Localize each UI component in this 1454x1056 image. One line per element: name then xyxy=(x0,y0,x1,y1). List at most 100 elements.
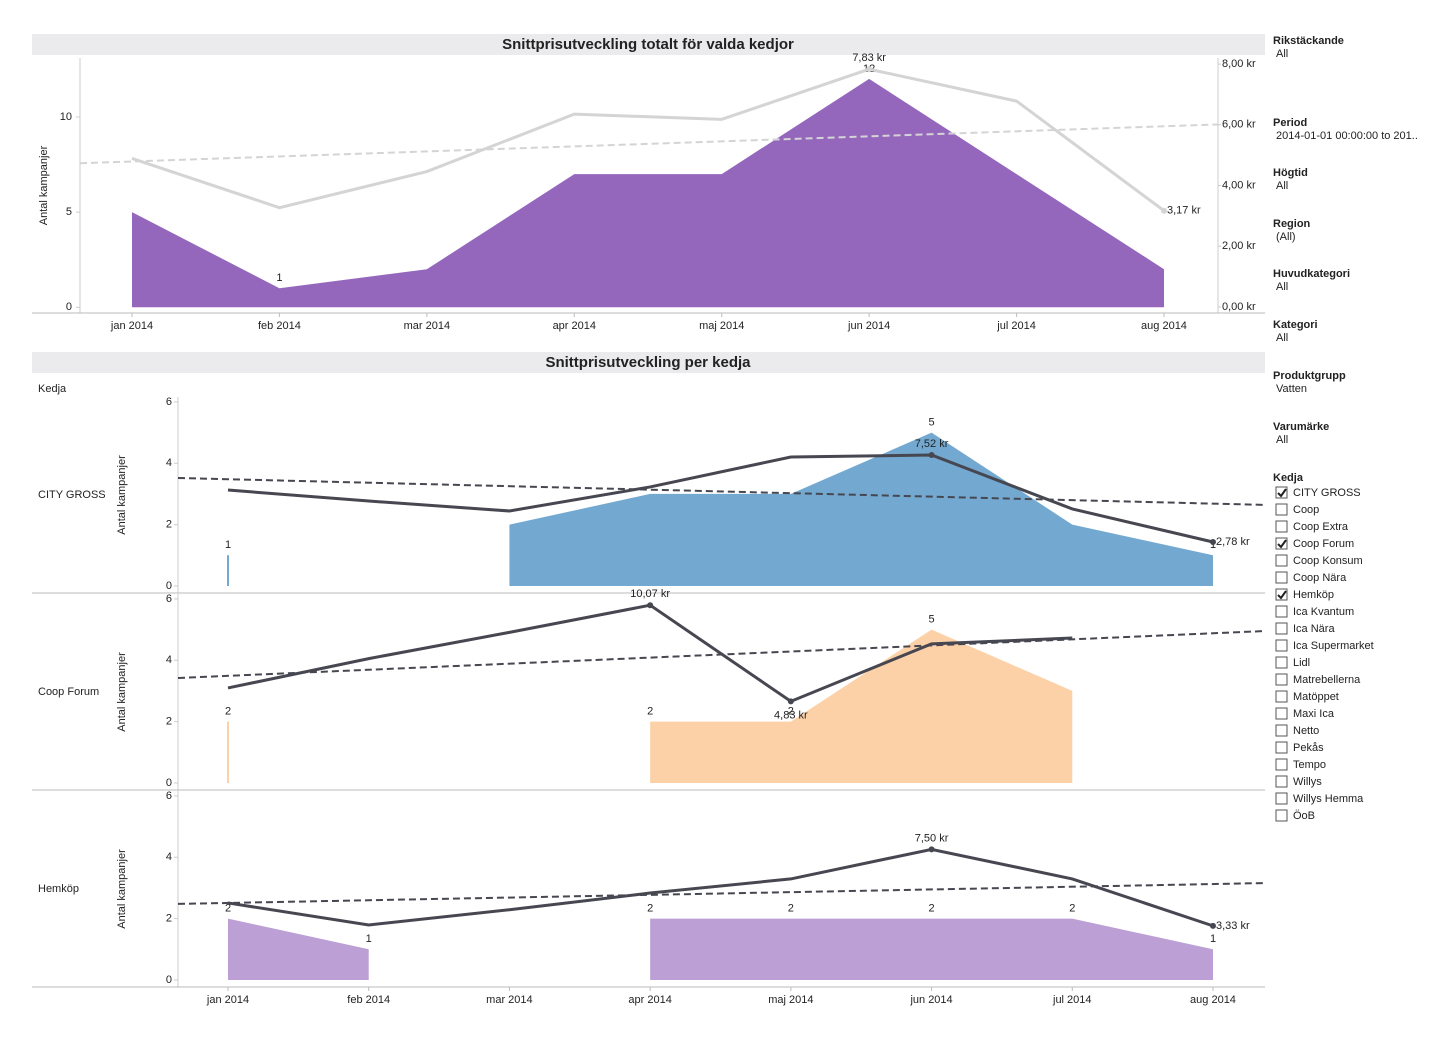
x-tick-label: maj 2014 xyxy=(768,994,813,1006)
y-axis-label: Antal kampanjer xyxy=(38,145,50,225)
checkbox-label[interactable]: Coop Forum xyxy=(1293,538,1354,550)
price-dot xyxy=(928,451,935,458)
checkbox[interactable] xyxy=(1275,503,1288,516)
area-label: 2 xyxy=(225,706,231,718)
checkbox[interactable] xyxy=(1275,520,1288,533)
checkbox-label[interactable]: Tempo xyxy=(1293,759,1326,771)
area-label: 5 xyxy=(929,613,935,625)
checkbox-label[interactable]: Ica Supermarket xyxy=(1293,640,1374,652)
area-label: 1 xyxy=(276,272,282,284)
checkbox[interactable] xyxy=(1275,775,1288,788)
checkbox-label[interactable]: Matrebellerna xyxy=(1293,674,1361,686)
area-label: 2 xyxy=(647,903,653,915)
checkmark[interactable] xyxy=(1277,590,1287,600)
trend-line xyxy=(177,882,1266,905)
y-tick-label: 4 xyxy=(166,654,172,666)
checkbox[interactable] xyxy=(1275,758,1288,771)
price-line xyxy=(131,67,1165,212)
checkbox-label[interactable]: Maxi Ica xyxy=(1293,708,1335,720)
checkbox[interactable] xyxy=(1275,707,1288,720)
checkbox[interactable] xyxy=(1275,792,1288,805)
x-tick-label: maj 2014 xyxy=(699,320,744,332)
y2-tick-label: 4,00 kr xyxy=(1222,179,1256,191)
checkbox[interactable] xyxy=(1275,571,1288,584)
x-tick-label: jan 2014 xyxy=(206,994,249,1006)
price-dot xyxy=(1210,922,1216,929)
y-tick-label: 6 xyxy=(166,790,172,802)
area-label: 1 xyxy=(366,933,372,945)
y2-tick-label: 8,00 kr xyxy=(1222,58,1256,70)
checkbox-label[interactable]: Ica Nära xyxy=(1293,623,1335,635)
filter-value[interactable]: All xyxy=(1276,332,1288,344)
filter-value[interactable]: All xyxy=(1276,48,1288,60)
filter-title: Huvudkategori xyxy=(1273,268,1350,280)
checkbox[interactable] xyxy=(1275,588,1288,601)
checkbox-label[interactable]: Willys xyxy=(1293,776,1322,788)
checkbox-label[interactable]: CITY GROSS xyxy=(1293,487,1361,499)
checkbox[interactable] xyxy=(1275,554,1288,567)
checkbox[interactable] xyxy=(1275,690,1288,703)
area-label: 1 xyxy=(1210,933,1216,945)
y2-tick-label: 6,00 kr xyxy=(1222,119,1256,131)
y-tick-label: 4 xyxy=(166,851,172,863)
checkbox-label[interactable]: Pekås xyxy=(1293,742,1324,754)
checkbox[interactable] xyxy=(1275,673,1288,686)
area-label: 2 xyxy=(788,706,794,718)
y-tick-label: 0 xyxy=(166,974,172,986)
x-tick-label: aug 2014 xyxy=(1141,320,1187,332)
filter-value[interactable]: All xyxy=(1276,180,1288,192)
checkbox-label[interactable]: Coop Nära xyxy=(1293,572,1347,584)
checkbox[interactable] xyxy=(1275,605,1288,618)
filter-value[interactable]: All xyxy=(1276,434,1288,446)
area-label: 2 xyxy=(788,903,794,915)
y-tick-label: 0 xyxy=(66,301,72,313)
row-header: Kedja xyxy=(38,383,67,395)
x-tick-label: feb 2014 xyxy=(258,320,301,332)
checkbox-label[interactable]: Willys Hemma xyxy=(1293,793,1364,805)
checkbox[interactable] xyxy=(1275,656,1288,669)
checkbox-label[interactable]: ÖoB xyxy=(1293,810,1315,822)
area-label: 1 xyxy=(1210,539,1216,551)
y-tick-label: 2 xyxy=(166,913,172,925)
price-label: 7,50 kr xyxy=(915,832,949,844)
filter-value[interactable]: (All) xyxy=(1276,231,1296,243)
area-label: 2 xyxy=(1069,903,1075,915)
filter-value[interactable]: Vatten xyxy=(1276,383,1307,395)
y-axis-label: Antal kampanjer xyxy=(116,652,128,732)
filter-title: Produktgrupp xyxy=(1273,370,1346,382)
row-label: CITY GROSS xyxy=(38,489,106,501)
checkbox-label[interactable]: Lidl xyxy=(1293,657,1310,669)
checkbox[interactable] xyxy=(1275,741,1288,754)
area xyxy=(227,629,1073,783)
checkbox[interactable] xyxy=(1275,486,1288,499)
filter-value[interactable]: 2014-01-01 00:00:00 to 201.. xyxy=(1276,130,1418,142)
area-label: 5 xyxy=(929,416,935,428)
filter-value[interactable]: All xyxy=(1276,281,1288,293)
checkbox-label[interactable]: Coop Extra xyxy=(1293,521,1349,533)
price-label: 7,52 kr xyxy=(915,438,949,450)
checkbox-label[interactable]: Netto xyxy=(1293,725,1319,737)
x-tick-label: feb 2014 xyxy=(347,994,390,1006)
x-tick-label: apr 2014 xyxy=(553,320,596,332)
filter-title: Varumärke xyxy=(1273,421,1329,433)
checkbox-label[interactable]: Coop Konsum xyxy=(1293,555,1363,567)
price-dot xyxy=(647,602,654,609)
checkbox[interactable] xyxy=(1275,724,1288,737)
checkbox-label[interactable]: Coop xyxy=(1293,504,1319,516)
area-label: 2 xyxy=(929,903,935,915)
checkmark[interactable] xyxy=(1277,539,1287,549)
area-label: 2 xyxy=(225,903,231,915)
x-tick-label: jul 2014 xyxy=(1052,994,1092,1006)
price-label: 4,83 kr xyxy=(774,709,808,721)
checkbox-label[interactable]: Hemköp xyxy=(1293,589,1334,601)
checkbox-label[interactable]: Matöppet xyxy=(1293,691,1339,703)
checkbox-label[interactable]: Ica Kvantum xyxy=(1293,606,1354,618)
checkbox[interactable] xyxy=(1275,639,1288,652)
checkbox[interactable] xyxy=(1275,537,1288,550)
checkmark[interactable] xyxy=(1277,488,1287,498)
checkbox[interactable] xyxy=(1275,622,1288,635)
y-axis-label: Antal kampanjer xyxy=(116,849,128,929)
y2-tick-label: 0,00 kr xyxy=(1222,301,1256,313)
checkbox[interactable] xyxy=(1275,809,1288,822)
